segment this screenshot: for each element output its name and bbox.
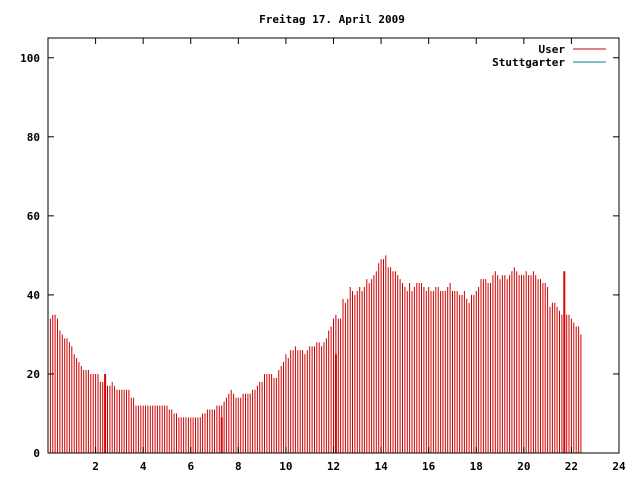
bars-group: [47, 255, 582, 453]
x-tick-label: 4: [140, 460, 147, 473]
x-tick-label: 14: [374, 460, 388, 473]
legend-label-user: User: [539, 43, 566, 56]
x-tick-label: 2: [92, 460, 99, 473]
x-tick-label: 10: [279, 460, 292, 473]
x-tick-label: 6: [187, 460, 194, 473]
chart-title: Freitag 17. April 2009: [259, 13, 405, 26]
x-tick-label: 24: [612, 460, 626, 473]
y-tick-label: 20: [27, 368, 40, 381]
y-tick-label: 80: [27, 131, 40, 144]
y-tick-label: 0: [33, 447, 40, 460]
y-tick-label: 100: [20, 52, 40, 65]
x-tick-label: 22: [565, 460, 578, 473]
legend-label-stuttgarter: Stuttgarter: [492, 56, 565, 69]
x-tick-label: 16: [422, 460, 436, 473]
y-tick-label: 60: [27, 210, 40, 223]
y-tick-label: 40: [27, 289, 40, 302]
x-tick-label: 20: [517, 460, 530, 473]
x-tick-label: 8: [235, 460, 242, 473]
legend: User Stuttgarter: [492, 43, 606, 69]
x-tick-label: 12: [327, 460, 340, 473]
x-tick-label: 18: [470, 460, 483, 473]
